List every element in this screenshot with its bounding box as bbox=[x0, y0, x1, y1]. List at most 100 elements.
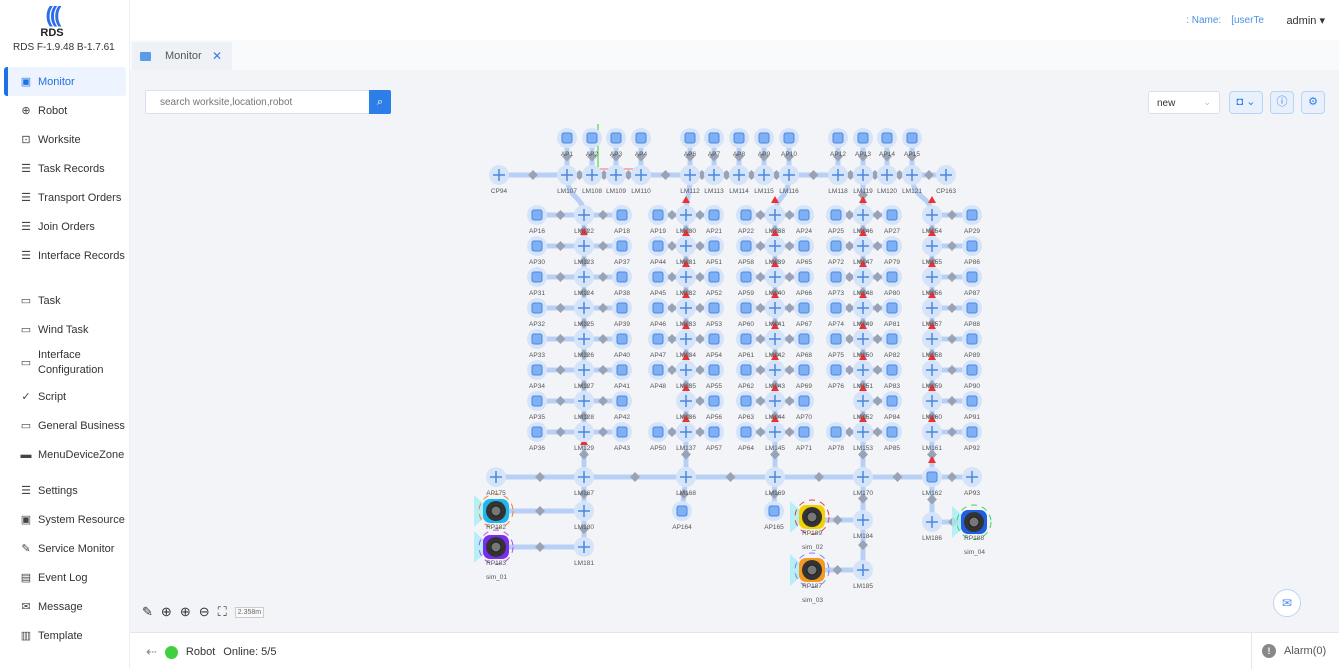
map-point-lm138[interactable]: LM138 bbox=[765, 205, 785, 235]
sidebar-item-join-orders[interactable]: ☰ Join Orders bbox=[4, 212, 126, 241]
sidebar-item-monitor[interactable]: ▣ Monitor bbox=[4, 67, 126, 96]
sidebar-item-script[interactable]: ✓ Script bbox=[4, 382, 126, 411]
map-point-ap54[interactable]: AP54 bbox=[704, 329, 724, 359]
message-button[interactable]: ✉ bbox=[1273, 589, 1301, 617]
sidebar-item-template[interactable]: ▥ Template bbox=[4, 621, 126, 650]
map-point-lm107[interactable]: LM107 bbox=[557, 165, 577, 195]
map-point-lm132[interactable]: LM132 bbox=[676, 267, 696, 297]
map-point-ap33[interactable]: AP33 bbox=[527, 329, 547, 359]
map-point-lm151[interactable]: LM151 bbox=[853, 360, 873, 390]
map-point-ap41[interactable]: AP41 bbox=[612, 360, 632, 390]
map-point-lm141[interactable]: LM141 bbox=[765, 298, 785, 328]
robot-rp182[interactable]: RP182 bbox=[474, 493, 514, 531]
map-point-ap81[interactable]: AP81 bbox=[882, 298, 902, 328]
alarm-button[interactable]: ! Alarm(0) bbox=[1251, 633, 1339, 669]
map-point-ap6[interactable]: AP6 bbox=[680, 128, 700, 158]
map-point-ap47[interactable]: AP47 bbox=[648, 329, 668, 359]
map-point-ap35[interactable]: AP35 bbox=[527, 391, 547, 421]
map-point-lm123[interactable]: LM123 bbox=[574, 236, 594, 266]
search-button[interactable]: ⌕ bbox=[369, 90, 391, 114]
map-point-lm109[interactable]: LM109 bbox=[606, 165, 626, 195]
settings-button[interactable]: ⚙ bbox=[1301, 91, 1325, 114]
map-point-ap3[interactable]: AP3 bbox=[606, 128, 626, 158]
map-point-ap16[interactable]: AP16 bbox=[527, 205, 547, 235]
map-point-ap55[interactable]: AP55 bbox=[704, 360, 724, 390]
map-point-ap64[interactable]: AP64 bbox=[736, 422, 756, 452]
map-point-cp94[interactable]: CP94 bbox=[489, 165, 509, 195]
map-point-ap10[interactable]: AP10 bbox=[779, 128, 799, 158]
map-point-ap79[interactable]: AP79 bbox=[882, 236, 902, 266]
map-point-lm152[interactable]: LM152 bbox=[853, 391, 873, 421]
map-point-ap85[interactable]: AP85 bbox=[882, 422, 902, 452]
map-point-ap1[interactable]: AP1 bbox=[557, 128, 577, 158]
map-point-lm136[interactable]: LM136 bbox=[676, 391, 696, 421]
map-point-cp163[interactable]: CP163 bbox=[936, 165, 956, 195]
map-point-ap88[interactable]: AP88 bbox=[962, 298, 982, 328]
map-point-lm131[interactable]: LM131 bbox=[676, 236, 696, 266]
scene-select[interactable]: new ⌄ bbox=[1148, 91, 1220, 114]
map-point-ap14[interactable]: AP14 bbox=[877, 128, 897, 158]
close-icon[interactable]: ✕ bbox=[211, 49, 222, 63]
robot-filter-button[interactable]: ◘ ⌄ bbox=[1229, 91, 1263, 114]
map-point-lm108[interactable]: LM108 bbox=[582, 165, 602, 195]
fullscreen-icon[interactable]: ⛶ bbox=[217, 604, 227, 619]
map-point-ap58[interactable]: AP58 bbox=[736, 236, 756, 266]
map-point-ap52[interactable]: AP52 bbox=[704, 267, 724, 297]
sidebar-item-interface-configuration[interactable]: ▭ Interface Configuration bbox=[4, 344, 126, 382]
map-point-ap34[interactable]: AP34 bbox=[527, 360, 547, 390]
sidebar-item-worksite[interactable]: ⊡ Worksite bbox=[4, 125, 126, 154]
map-point-ap59[interactable]: AP59 bbox=[736, 267, 756, 297]
map-point-lm126[interactable]: LM126 bbox=[574, 329, 594, 359]
map-point-ap175[interactable]: AP175 bbox=[486, 467, 506, 497]
sidebar-item-menudevicezone[interactable]: ▬ MenuDeviceZone bbox=[4, 440, 126, 469]
robot-sim_03[interactable]: RP187 sim_03 bbox=[790, 552, 830, 604]
map-point-lm186[interactable]: LM186 bbox=[922, 512, 942, 542]
map-point-lm119[interactable]: LM119 bbox=[853, 165, 873, 195]
map-point-lm185[interactable]: LM185 bbox=[853, 560, 873, 590]
map-point-ap19[interactable]: AP19 bbox=[648, 205, 668, 235]
map-point-lm120[interactable]: LM120 bbox=[877, 165, 897, 195]
map-point-ap38[interactable]: AP38 bbox=[612, 267, 632, 297]
sidebar-item-robot[interactable]: ⊕ Robot bbox=[4, 96, 126, 125]
map-point-ap30[interactable]: AP30 bbox=[527, 236, 547, 266]
map-point-lm170[interactable]: LM170 bbox=[853, 467, 873, 497]
map-point-lm130[interactable]: LM130 bbox=[676, 205, 696, 235]
map-point-lm144[interactable]: LM144 bbox=[765, 391, 785, 421]
user-menu[interactable]: admin ▾ bbox=[1286, 14, 1325, 27]
map-point-ap24[interactable]: AP24 bbox=[794, 205, 814, 235]
map-point-lm146[interactable]: LM146 bbox=[853, 205, 873, 235]
sidebar-item-transport-orders[interactable]: ☰ Transport Orders bbox=[4, 183, 126, 212]
map-point-ap63[interactable]: AP63 bbox=[736, 391, 756, 421]
ruler-icon[interactable]: ✎ bbox=[142, 604, 153, 619]
map-point-ap56[interactable]: AP56 bbox=[704, 391, 724, 421]
map-point-ap93[interactable]: AP93 bbox=[962, 467, 982, 497]
sidebar-item-interface-records[interactable]: ☰ Interface Records bbox=[4, 241, 126, 270]
robot-sim_04[interactable]: RP188 sim_04 bbox=[952, 504, 992, 556]
map-point-lm116[interactable]: LM116 bbox=[779, 165, 799, 195]
map-point-ap57[interactable]: AP57 bbox=[704, 422, 724, 452]
map-point-ap67[interactable]: AP67 bbox=[794, 298, 814, 328]
map-canvas[interactable]: CP94 LM107 LM108 LM109 LM110 LM112 LM113 LM114 L… bbox=[130, 70, 1339, 632]
search-input[interactable] bbox=[146, 91, 368, 113]
map-point-lm159[interactable]: LM159 bbox=[922, 360, 942, 390]
map-point-lm142[interactable]: LM142 bbox=[765, 329, 785, 359]
map-point-lm158[interactable]: LM158 bbox=[922, 329, 942, 359]
map-point-ap66[interactable]: AP66 bbox=[794, 267, 814, 297]
sidebar-item-event-log[interactable]: ▤ Event Log bbox=[4, 563, 126, 592]
map-point-ap86[interactable]: AP86 bbox=[962, 236, 982, 266]
robot-sim_01[interactable]: RP183 sim_01 bbox=[474, 529, 514, 581]
tab-monitor[interactable]: Monitor ✕ bbox=[132, 42, 232, 70]
map-point-lm128[interactable]: LM128 bbox=[574, 391, 594, 421]
map-point-ap46[interactable]: AP46 bbox=[648, 298, 668, 328]
map-point-ap76[interactable]: AP76 bbox=[826, 360, 846, 390]
map-point-ap74[interactable]: AP74 bbox=[826, 298, 846, 328]
map-point-ap27[interactable]: AP27 bbox=[882, 205, 902, 235]
map-point-ap48[interactable]: AP48 bbox=[648, 360, 668, 390]
map-point-lm129[interactable]: LM129 bbox=[574, 422, 594, 452]
robot-sim_02[interactable]: RP189 sim_02 bbox=[790, 499, 830, 551]
sidebar-item-service-monitor[interactable]: ✎ Service Monitor bbox=[4, 534, 126, 563]
sidebar-item-task[interactable]: ▭ Task bbox=[4, 286, 126, 315]
map-point-ap65[interactable]: AP65 bbox=[794, 236, 814, 266]
map-point-ap91[interactable]: AP91 bbox=[962, 391, 982, 421]
map-point-ap72[interactable]: AP72 bbox=[826, 236, 846, 266]
